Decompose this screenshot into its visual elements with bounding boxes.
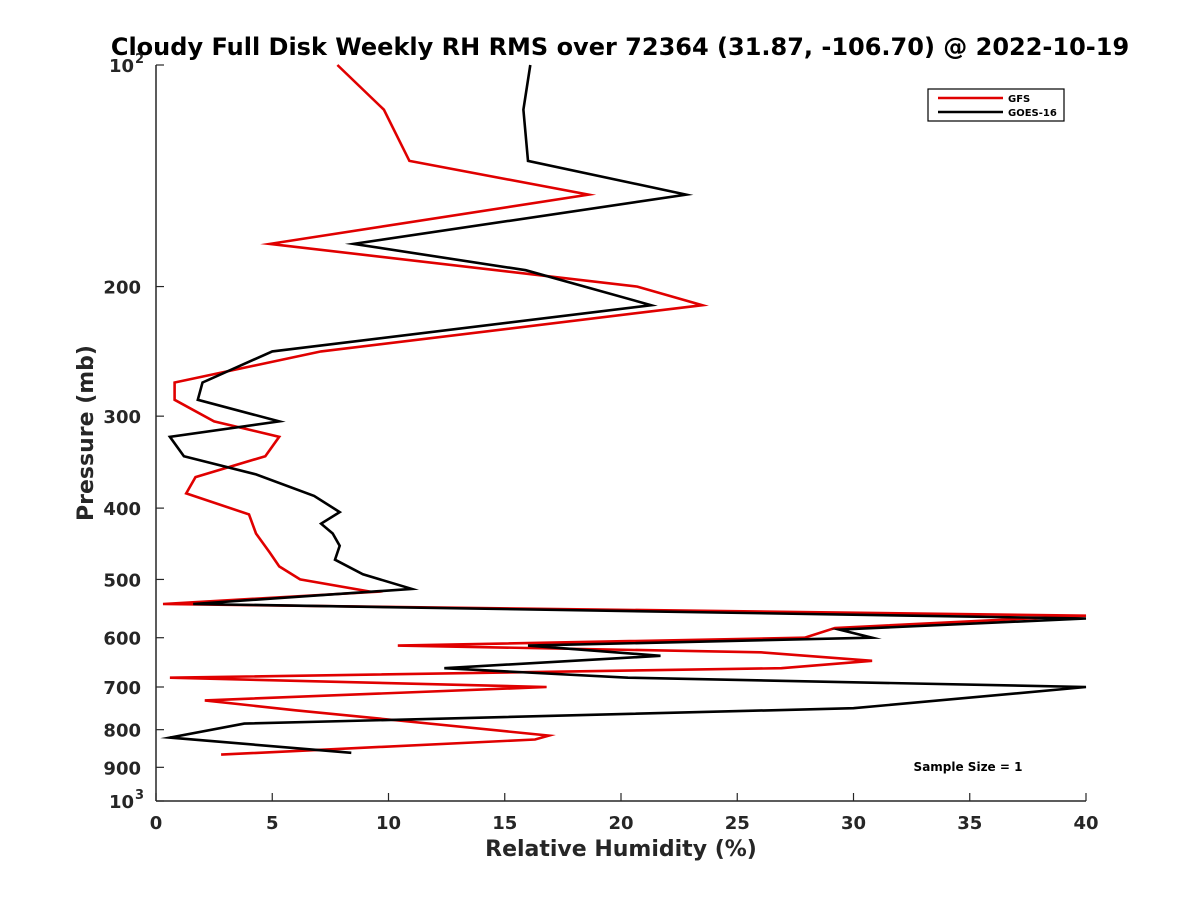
x-tick-label: 25 bbox=[725, 813, 750, 834]
series-layer bbox=[160, 64, 1087, 756]
legend-box bbox=[927, 88, 1065, 122]
x-tick-label: 30 bbox=[841, 813, 866, 834]
y-tick-label: 600 bbox=[103, 629, 141, 650]
y-tick-label: 10 bbox=[109, 56, 134, 77]
x-axis-label: Relative Humidity (%) bbox=[485, 837, 757, 862]
chart-title: Cloudy Full Disk Weekly RH RMS over 7236… bbox=[111, 33, 1129, 61]
plot-area bbox=[155, 65, 1086, 802]
x-tick-label: 40 bbox=[1073, 813, 1098, 834]
x-ticks: 0 5 10 15 20 25 30 35 40 bbox=[150, 793, 1099, 834]
x-tick-label: 35 bbox=[957, 813, 982, 834]
y-tick-label: 800 bbox=[103, 721, 141, 742]
y-axis-label: Pressure (mb) bbox=[74, 345, 99, 521]
x-tick-label: 10 bbox=[376, 813, 401, 834]
legend: GFS GOES-16 bbox=[927, 88, 1065, 122]
x-tick-label: 15 bbox=[492, 813, 517, 834]
x-tick-label: 20 bbox=[608, 813, 633, 834]
sample-size-annotation: Sample Size = 1 bbox=[914, 760, 1023, 774]
y-tick-label: 400 bbox=[103, 499, 141, 520]
y-tick-label: 300 bbox=[103, 407, 141, 428]
legend-label: GFS bbox=[1008, 94, 1030, 105]
y-tick-label: 500 bbox=[103, 570, 141, 591]
y-tick-exponent: 2 bbox=[135, 52, 144, 67]
y-tick-label: 900 bbox=[103, 758, 141, 779]
series-line-goes-16 bbox=[160, 64, 1087, 755]
y-tick-exponent: 3 bbox=[135, 788, 144, 803]
y-tick-label: 200 bbox=[103, 278, 141, 299]
y-tick-label: 10 bbox=[109, 792, 134, 813]
series-line-gfs bbox=[162, 64, 1087, 756]
y-tick-label: 700 bbox=[103, 678, 141, 699]
x-tick-label: 5 bbox=[266, 813, 279, 834]
x-tick-label: 0 bbox=[150, 813, 163, 834]
legend-label: GOES-16 bbox=[1008, 108, 1057, 119]
